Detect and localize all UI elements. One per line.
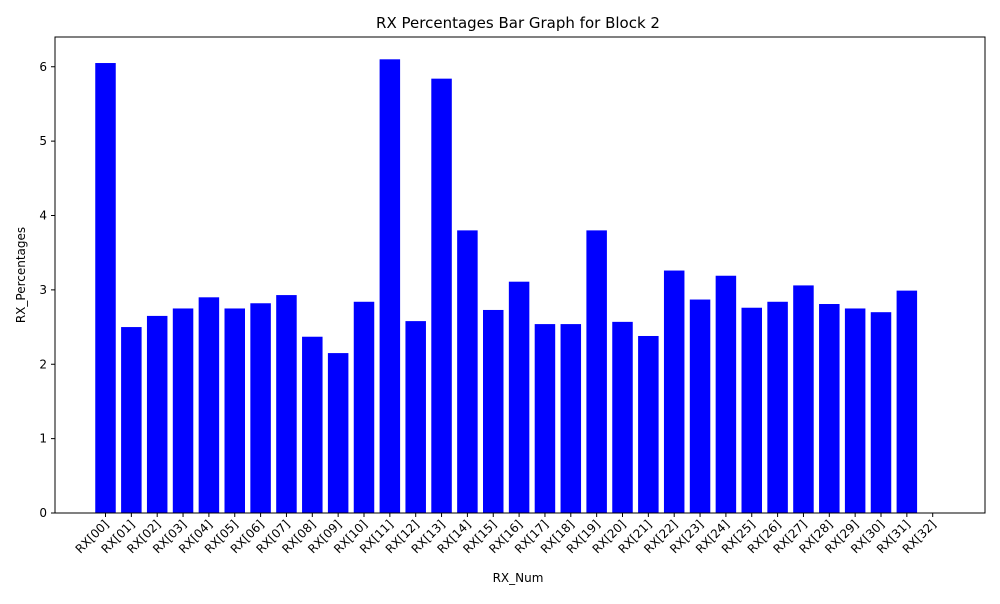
y-tick-label: 3 bbox=[39, 283, 47, 297]
bar-25 bbox=[741, 307, 762, 513]
bar-10 bbox=[353, 301, 375, 513]
y-tick-label: 2 bbox=[39, 357, 47, 371]
y-tick-label: 0 bbox=[39, 506, 47, 520]
y-tick-label: 5 bbox=[39, 134, 47, 148]
bar-26 bbox=[767, 301, 788, 513]
bar-0 bbox=[95, 63, 116, 513]
x-axis-label: RX_Num bbox=[493, 571, 544, 585]
bar-27 bbox=[793, 285, 814, 513]
bar-9 bbox=[327, 353, 349, 513]
bar-14 bbox=[457, 230, 478, 513]
bar-4 bbox=[198, 297, 220, 513]
bar-2 bbox=[146, 315, 168, 513]
bar-16 bbox=[508, 281, 530, 513]
bar-21 bbox=[638, 335, 659, 513]
plot-frame bbox=[54, 36, 986, 514]
bar-18 bbox=[560, 324, 582, 513]
bar-29 bbox=[844, 308, 866, 513]
bar-12 bbox=[405, 321, 426, 513]
bar-20 bbox=[612, 321, 633, 513]
x-axis: RX[00]RX[01]RX[02]RX[03]RX[04]RX[05]RX[0… bbox=[73, 513, 939, 556]
bar-24 bbox=[715, 275, 737, 513]
bar-6 bbox=[250, 303, 271, 513]
bar-5 bbox=[224, 308, 245, 513]
bar-22 bbox=[663, 270, 685, 513]
bar-15 bbox=[483, 309, 504, 513]
bar-28 bbox=[819, 304, 840, 513]
bar-7 bbox=[276, 295, 297, 513]
bar-19 bbox=[586, 230, 607, 513]
bar-13 bbox=[431, 78, 452, 514]
chart-title: RX Percentages Bar Graph for Block 2 bbox=[376, 14, 660, 32]
bar-17 bbox=[534, 324, 556, 513]
bar-30 bbox=[870, 312, 892, 513]
bar-8 bbox=[302, 336, 323, 513]
y-tick-label: 1 bbox=[39, 432, 47, 446]
bar-3 bbox=[172, 308, 194, 513]
y-tick-label: 6 bbox=[39, 60, 47, 74]
y-axis-label: RX_Percentages bbox=[14, 227, 28, 323]
bar-31 bbox=[896, 290, 918, 513]
bar-1 bbox=[121, 327, 142, 513]
bar-23 bbox=[689, 299, 711, 513]
y-tick-label: 4 bbox=[39, 209, 47, 223]
bars bbox=[95, 59, 918, 514]
y-axis: 0 1 2 3 4 5 6 bbox=[39, 60, 55, 520]
bar-11 bbox=[379, 59, 401, 514]
